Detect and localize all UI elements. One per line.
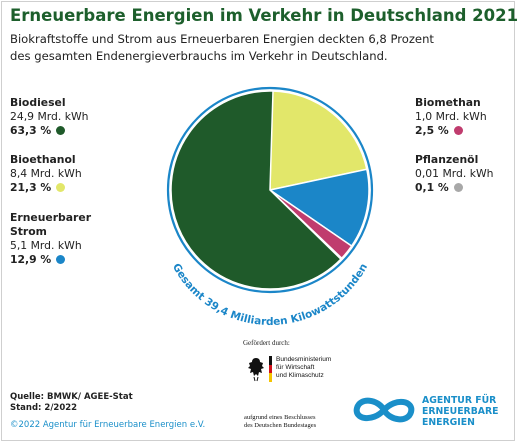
source-note: Quelle: BMWK/ AGEE-Stat Stand: 2/2022: [10, 392, 133, 413]
legend-dot: [56, 255, 66, 264]
legend-name: Biodiesel: [10, 96, 66, 109]
legend-value: 1,0 Mrd. kWh: [415, 110, 487, 123]
chart-subtitle: Biokraftstoffe und Strom aus Erneuerbare…: [10, 32, 434, 63]
legend-name: Pflanzenöl: [415, 153, 479, 166]
logo-line-1: AGENTUR FÜR: [422, 395, 497, 406]
pie-slices: [170, 90, 370, 290]
legend-item-biodiesel: Biodiesel 24,9 Mrd. kWh 63,3 %: [10, 96, 89, 138]
legend-name: Erneuerbarer Strom: [10, 211, 92, 238]
infinity-logo-icon: [353, 397, 415, 423]
sponsor-label: Gefördert durch:: [243, 339, 290, 347]
legend-dot: [453, 183, 463, 192]
legend-percent: 21,3 %: [10, 181, 52, 194]
legend-item-bioethanol: Bioethanol 8,4 Mrd. kWh 21,3 %: [10, 153, 82, 195]
legend-item-erneuerbarer-strom: Erneuerbarer Strom 5,1 Mrd. kWh 12,9 %: [10, 211, 91, 267]
sponsor-resolution: aufgrund eines Beschlusses des Deutschen…: [244, 414, 317, 429]
legend-value: 24,9 Mrd. kWh: [10, 110, 89, 123]
legend-value: 0,01 Mrd. kWh: [415, 167, 494, 180]
federal-eagle-icon: [248, 358, 264, 382]
legend-item-biomethan: Biomethan 1,0 Mrd. kWh 2,5 %: [415, 96, 487, 138]
pie-slice-biodiesel: [170, 90, 342, 290]
copyright-note: ©2022 Agentur für Erneuerbare Energien e…: [10, 420, 206, 430]
legend-value: 8,4 Mrd. kWh: [10, 167, 82, 180]
logo-line-3: ENERGIEN: [422, 417, 475, 428]
pie-outline: [166, 86, 374, 294]
flag-bar-icon: [269, 356, 272, 382]
legend-name: Biomethan: [415, 96, 481, 109]
legend-item-pflanzenoel: Pflanzenöl 0,01 Mrd. kWh 0,1 %: [415, 153, 494, 195]
ministry-name: Bundesministerium für Wirtschaft und Kli…: [276, 356, 332, 379]
legend-dot: [453, 126, 463, 135]
chart-title: Erneuerbare Energien im Verkehr in Deuts…: [10, 6, 518, 25]
pie-slice-erneuerbarer-strom: [268, 168, 370, 248]
logo-wordmark: AGENTUR FÜR ERNEUERBARE ENERGIEN: [422, 395, 499, 428]
legend-name: Bioethanol: [10, 153, 76, 166]
legend-dot: [56, 126, 66, 135]
legend-percent: 12,9 %: [10, 253, 52, 266]
legend-value: 5,1 Mrd. kWh: [10, 239, 82, 252]
legend-percent: 0,1 %: [415, 181, 449, 194]
legend-percent: 63,3 %: [10, 124, 52, 137]
legend-dot: [56, 183, 66, 192]
legend-percent: 2,5 %: [415, 124, 449, 137]
logo-line-2: ERNEUERBARE: [422, 406, 499, 417]
pie-slice-bioethanol: [269, 90, 368, 191]
